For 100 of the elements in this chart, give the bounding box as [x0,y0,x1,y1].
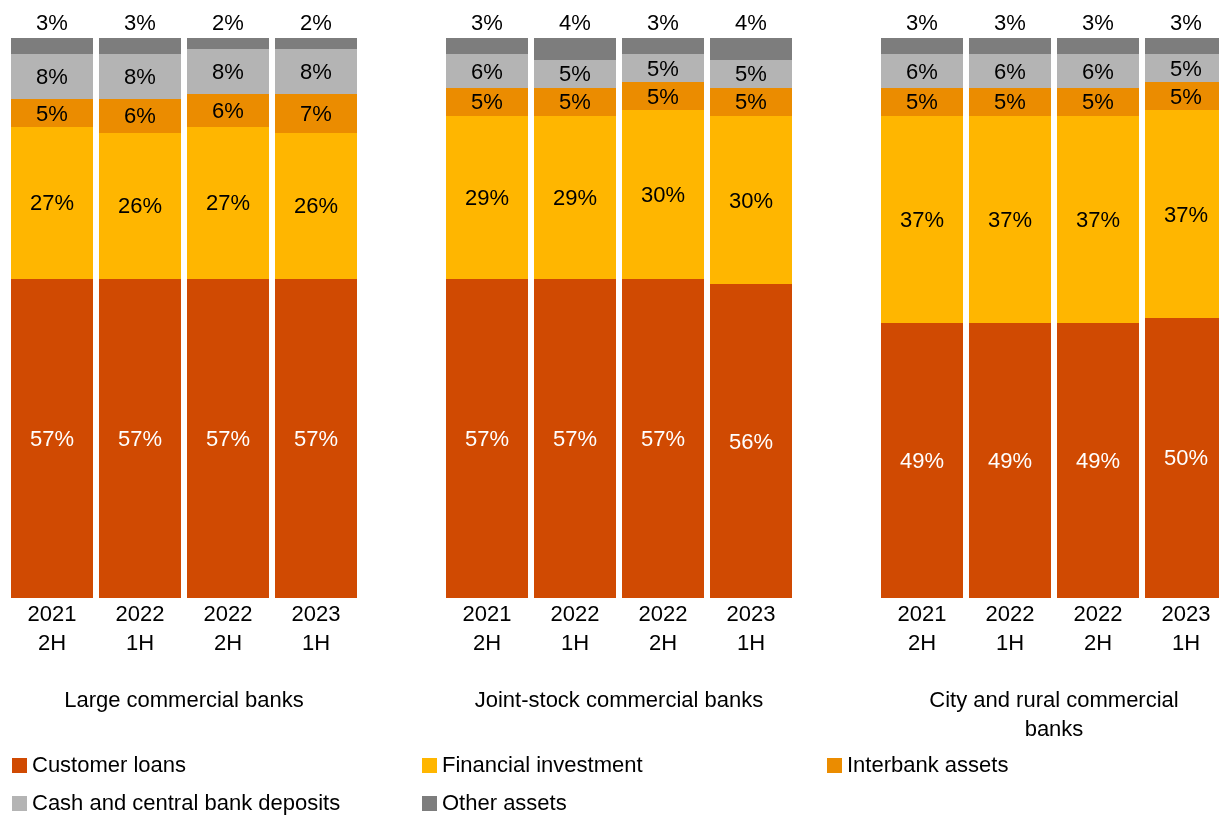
data-label: 49% [987,448,1033,474]
x-tick-label: 2022 2H [1073,601,1123,655]
data-label: 3% [647,9,679,35]
bar [621,278,705,598]
data-label: 4% [559,9,591,35]
data-label: 6% [212,97,244,123]
data-label: 5% [647,83,679,109]
data-label: 3% [36,9,68,35]
data-label: 4% [735,9,767,35]
data-label: 6% [471,58,503,84]
x-tick-label: 2021 2H [897,601,947,655]
bar [274,132,358,279]
bar [445,54,529,88]
bar [98,37,182,55]
legend-label: Interbank assets [847,752,1009,778]
bar [880,54,964,88]
data-label: 27% [29,190,75,216]
x-axis-title: Large commercial banks [64,687,304,713]
bar [274,278,358,598]
bar [1056,37,1140,55]
data-label: 57% [117,425,163,451]
data-label: 57% [640,425,686,451]
data-label: 57% [205,425,251,451]
bar [968,323,1052,598]
data-label: 49% [1075,448,1121,474]
x-tick-label: 2021 2H [27,601,77,655]
bar [968,115,1052,324]
x-tick-label: 2023 1H [1161,601,1211,655]
data-label: 50% [1163,445,1209,471]
legend-label: Financial investment [442,752,643,778]
data-label: 3% [124,9,156,35]
bar [274,48,358,94]
x-tick-label: 2022 2H [638,601,688,655]
bar [880,37,964,55]
bar [10,278,94,598]
bar [98,99,182,133]
data-label: 6% [994,58,1026,84]
data-label: 5% [1082,89,1114,115]
bar [880,115,964,324]
x-tick-label: 2022 1H [985,601,1035,655]
data-label: 49% [899,448,945,474]
bar [186,278,270,598]
legend-label: Other assets [442,790,567,816]
data-label: 30% [728,187,774,213]
data-label: 8% [300,58,332,84]
data-label: 57% [29,425,75,451]
bar [274,37,358,49]
x-tick-label: 2022 1H [550,601,600,655]
bar [10,54,94,100]
data-label: 5% [36,100,68,126]
legend-label: Customer loans [32,752,187,778]
data-label: 3% [471,9,503,35]
bar [533,115,617,279]
bar [98,132,182,279]
bar [186,127,270,279]
bar [186,48,270,94]
data-label: 5% [559,89,591,115]
data-label: 30% [640,181,686,207]
x-tick-label: 2023 1H [291,601,341,655]
data-label: 5% [735,61,767,87]
data-label: 8% [212,58,244,84]
data-label: 3% [1082,9,1114,35]
data-label: 2% [300,9,332,35]
data-label: 3% [906,9,938,35]
bar [1056,115,1140,324]
bar [968,37,1052,55]
bar [709,284,793,598]
x-axis-title: Joint-stock commercial banks [474,687,764,713]
data-label: 29% [464,184,510,210]
data-label: 57% [464,425,510,451]
data-label: 37% [1163,201,1209,227]
data-label: 8% [124,64,156,90]
data-label: 57% [293,425,339,451]
bar [445,278,529,598]
bar [621,110,705,279]
bar [709,37,793,60]
data-label: 6% [906,58,938,84]
x-tick-label: 2022 2H [203,601,253,655]
data-label: 5% [471,89,503,115]
x-tick-label: 2021 2H [462,601,512,655]
data-label: 26% [293,193,339,219]
data-label: 29% [552,184,598,210]
bar [10,127,94,279]
x-axis-title: City and rural commercial banks [929,687,1179,742]
data-label: 57% [552,425,598,451]
bar [533,37,617,60]
bar [10,37,94,55]
bar [533,278,617,598]
data-label: 8% [36,64,68,90]
bar [445,37,529,55]
bar [1056,54,1140,88]
data-label: 5% [647,55,679,81]
data-label: 5% [1170,55,1202,81]
bar [709,115,793,285]
data-label: 26% [117,193,163,219]
data-label: 5% [1170,83,1202,109]
bar [1056,323,1140,598]
bar [621,37,705,55]
bar [186,37,270,49]
data-label: 3% [1170,9,1202,35]
